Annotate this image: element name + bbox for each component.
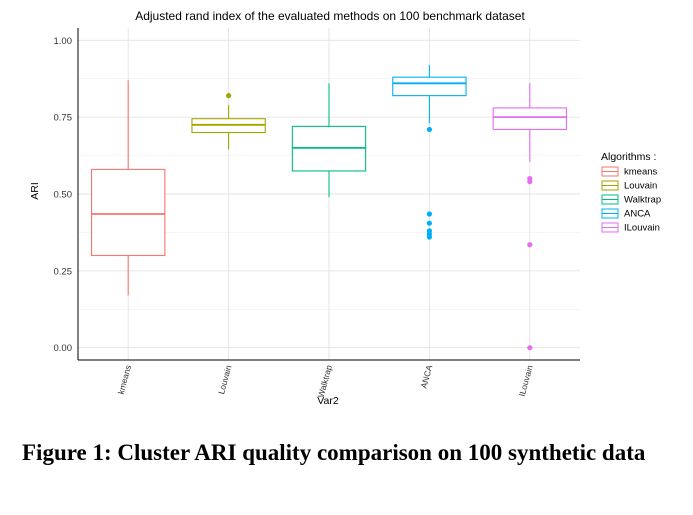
x-axis-label: Var2 [317,395,339,407]
legend-item-ANCA: ANCA [601,208,651,220]
box-ILouvain [492,83,567,351]
box-ANCA [392,64,467,240]
figure-caption: Figure 1: Cluster ARI quality comparison… [22,440,646,465]
y-tick-label: 0.00 [54,343,73,354]
legend-title: Algorithms : [601,151,656,163]
x-tick-label: Walktrap [316,364,334,399]
box-iqr [91,168,166,257]
legend-item-ILouvain: ILouvain [601,222,660,234]
box-iqr [492,107,567,130]
legend-label: Louvain [624,181,657,192]
y-axis-label: ARI [29,182,41,200]
legend-label: Walktrap [624,195,661,206]
outlier-point [527,345,533,351]
box-iqr [392,76,467,97]
legend: Algorithms : kmeans Louvain Walktrap ANCA IL… [601,151,661,234]
x-tick-label: kmeans [116,364,133,395]
outlier-point [426,211,432,217]
y-tick-label: 1.00 [54,36,73,47]
outlier-point [527,179,533,185]
legend-label: ILouvain [624,223,660,234]
outlier-point [527,242,533,248]
box-kmeans [91,80,166,296]
box-Walktrap [291,83,367,198]
chart-title: Adjusted rand index of the evaluated met… [135,9,525,23]
x-tick-label: ILouvain [517,364,535,398]
legend-item-Louvain: Louvain [601,180,657,192]
legend-label: ANCA [624,209,651,220]
legend-item-Walktrap: Walktrap [601,194,661,206]
y-tick-label: 0.75 [54,113,73,124]
outlier-point [426,126,432,133]
legend-item-kmeans: kmeans [601,166,658,178]
boxes [91,64,567,351]
x-tick-label: ANCA [419,364,435,390]
legend-label: kmeans [624,167,658,178]
outlier-point [226,93,232,99]
boxplot-chart: Adjusted rand index of the evaluated met… [29,9,661,407]
box-Louvain [191,93,266,150]
outlier-point [426,234,432,240]
outlier-point [426,220,432,226]
x-tick-label: Louvain [216,364,233,396]
y-tick-label: 0.50 [54,190,73,201]
y-tick-label: 0.25 [54,266,73,277]
